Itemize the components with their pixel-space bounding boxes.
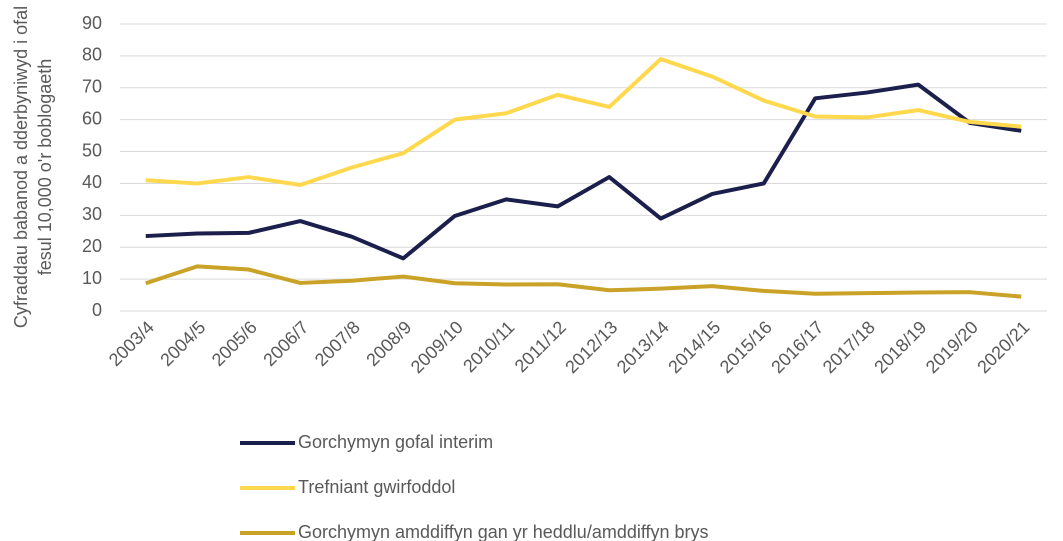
data-line — [145, 57, 1022, 188]
x-tick-label: 2015/16 — [716, 317, 776, 377]
data-line — [145, 264, 1022, 299]
y-tick-label: 10 — [82, 268, 102, 288]
y-tick-label: 70 — [82, 77, 102, 97]
x-tick-label: 2012/13 — [561, 317, 621, 377]
x-tick-label: 2016/17 — [767, 317, 827, 377]
y-tick-label: 50 — [82, 140, 102, 160]
y-tick-label: 40 — [82, 172, 102, 192]
x-tick-label: 2014/15 — [664, 317, 724, 377]
legend-label: Gorchymyn gofal interim — [298, 432, 493, 452]
x-tick-label: 2007/8 — [311, 317, 364, 370]
x-tick-label: 2009/10 — [407, 317, 467, 377]
x-tick-label: 2019/20 — [922, 317, 982, 377]
y-tick-label: 0 — [92, 300, 102, 320]
x-tick-label: 2017/18 — [819, 317, 879, 377]
x-tick-label: 2018/19 — [870, 317, 930, 377]
x-tick-label: 2010/11 — [459, 317, 518, 376]
x-tick-label: 2006/7 — [259, 317, 312, 370]
x-tick-label: 2011/12 — [511, 317, 570, 376]
legend-label: Trefniant gwirfoddol — [298, 477, 455, 497]
y-axis-title: Cyfraddau babanod a dderbyniwyd i ofal f… — [11, 6, 55, 328]
legend-label: Gorchymyn amddiffyn gan yr heddlu/amddif… — [298, 522, 709, 541]
x-tick-label: 2013/14 — [613, 317, 673, 377]
x-tick-label: 2005/6 — [208, 317, 261, 370]
y-tick-label: 80 — [82, 45, 102, 65]
y-tick-label: 60 — [82, 108, 102, 128]
y-tick-label: 30 — [82, 204, 102, 224]
y-tick-label: 90 — [82, 13, 102, 33]
y-axis-title-line: Cyfraddau babanod a dderbyniwyd i ofal — [11, 6, 31, 328]
x-tick-label: 2003/4 — [105, 317, 158, 370]
y-axis-title-line: fesul 10,000 o'r boblogaeth — [35, 59, 55, 276]
data-line — [145, 82, 1022, 261]
y-tick-label: 20 — [82, 236, 102, 256]
x-tick-label: 2020/21 — [973, 317, 1033, 377]
x-tick-label: 2004/5 — [156, 317, 209, 370]
